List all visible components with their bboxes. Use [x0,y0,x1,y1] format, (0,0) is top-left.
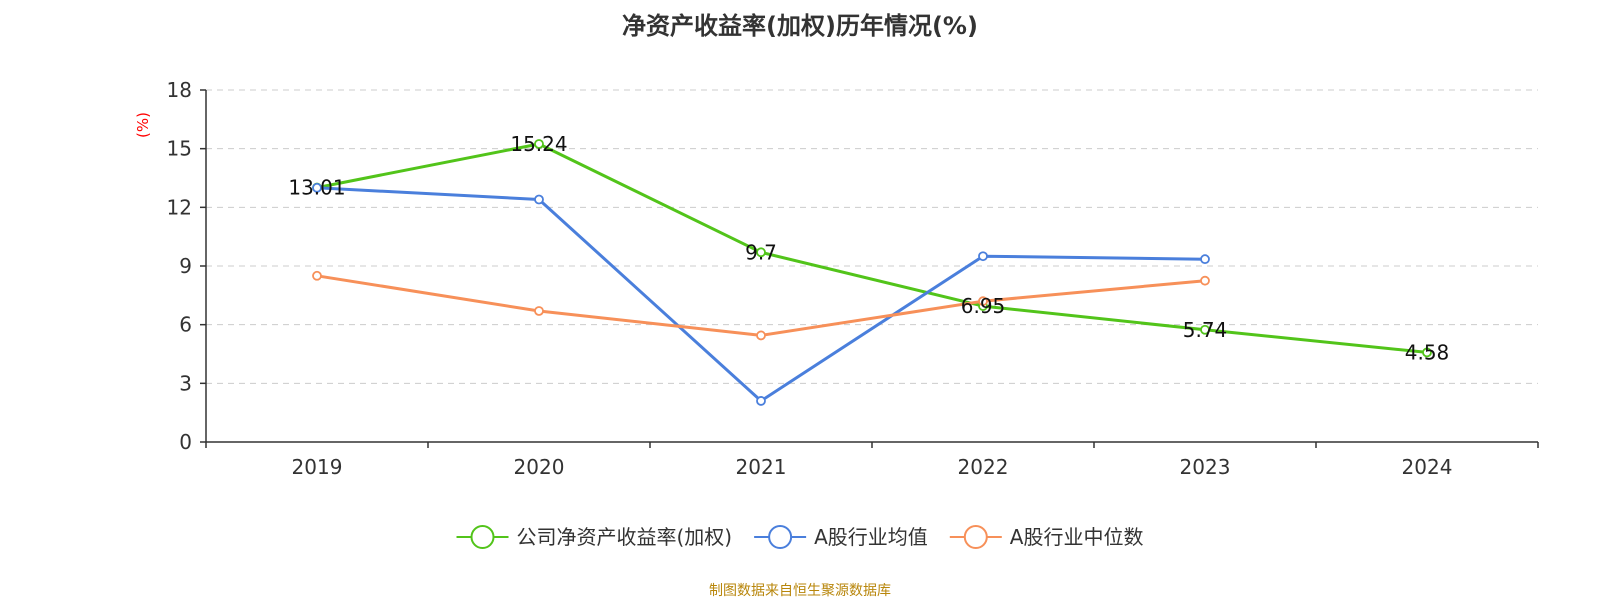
y-axis-label: (%) [134,112,152,138]
x-tick-label: 2022 [958,455,1009,479]
legend-swatch-marker [963,525,988,549]
data-label: 15.24 [510,132,567,156]
y-tick-label: 0 [179,430,192,454]
grid-lines [206,89,1538,384]
data-point [534,194,544,205]
x-tick-label: 2023 [1180,455,1231,479]
data-point [978,296,988,307]
data-source-note: 制图数据来自恒生聚源数据库 [709,583,891,599]
series-lines [312,139,1432,406]
series-line-2 [316,274,1206,337]
x-tick-label: 2024 [1402,455,1453,479]
y-tick-label: 18 [167,78,192,102]
data-point [534,306,544,316]
data-point [534,139,544,149]
legend-item-2[interactable]: A股行业中位数 [949,525,1144,549]
data-labels: 13.01 15.24 9.7 6.95 5.74 4.58 [288,132,1449,364]
legend-item-1[interactable]: A股行业均值 [754,525,928,549]
data-point [1422,347,1432,358]
y-tick-label: 6 [179,313,192,337]
legend-label: A股行业中位数 [1010,525,1144,549]
data-label: 9.7 [745,240,777,264]
legend-item-0[interactable]: 公司净资产收益率(加权) [456,525,733,549]
data-point [312,182,322,193]
y-tick-label: 12 [167,195,192,219]
data-label: 6.95 [961,294,1006,318]
data-point [1200,324,1210,335]
axes: 0 3 6 9 12 15 18 2019 2020 2021 2022 2023 2024 (%) [134,78,1539,479]
y-tick-label: 3 [179,371,192,395]
data-point [756,330,766,341]
x-tick-label: 2021 [736,455,787,479]
y-tick-label: 9 [179,254,192,278]
legend-swatch-marker [768,525,793,549]
y-tick-label: 15 [167,137,192,161]
legend[interactable]: 公司净资产收益率(加权) A股行业均值 A股行业中位数 [456,525,1144,549]
data-point [312,270,322,281]
legend-label: A股行业均值 [814,525,928,549]
x-tick-label: 2020 [514,455,565,479]
series-line-0 [316,142,1428,354]
data-point [978,251,988,262]
data-label: 13.01 [288,176,345,200]
data-label: 4.58 [1405,340,1450,364]
data-point [1200,254,1210,265]
data-point [1200,275,1210,286]
chart-title: 净资产收益率(加权)历年情况(%) [622,12,978,40]
legend-label: 公司净资产收益率(加权) [517,525,733,549]
x-tick-label: 2019 [292,455,343,479]
data-label: 5.74 [1183,318,1228,342]
legend-swatch-marker [470,525,495,549]
data-point [756,396,766,406]
data-point [756,247,766,258]
